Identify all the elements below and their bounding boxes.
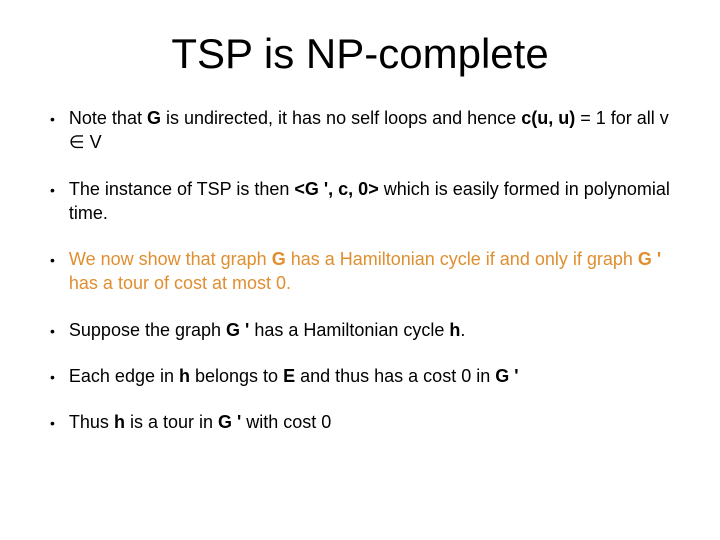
bullet-text: Suppose the graph G ' has a Hamiltonian … xyxy=(69,318,670,342)
bullet-text: Each edge in h belongs to E and thus has… xyxy=(69,364,670,388)
bullet-item: • Thus h is a tour in G ' with cost 0 xyxy=(50,410,670,434)
bullet-item: • The instance of TSP is then <G ', c, 0>… xyxy=(50,177,670,226)
bullet-list: • Note that G is undirected, it has no se… xyxy=(50,106,670,435)
bullet-text: Thus h is a tour in G ' with cost 0 xyxy=(69,410,670,434)
bullet-item: • Each edge in h belongs to E and thus ha… xyxy=(50,364,670,388)
bullet-dot-icon: • xyxy=(50,322,55,341)
bullet-dot-icon: • xyxy=(50,110,55,129)
bullet-dot-icon: • xyxy=(50,181,55,200)
bullet-text: The instance of TSP is then <G ', c, 0> … xyxy=(69,177,670,226)
bullet-text: We now show that graph G has a Hamiltoni… xyxy=(69,247,670,296)
bullet-dot-icon: • xyxy=(50,414,55,433)
bullet-item: • Note that G is undirected, it has no se… xyxy=(50,106,670,155)
slide-title: TSP is NP-complete xyxy=(50,30,670,78)
bullet-item: • Suppose the graph G ' has a Hamiltonian… xyxy=(50,318,670,342)
bullet-dot-icon: • xyxy=(50,251,55,270)
bullet-text: Note that G is undirected, it has no sel… xyxy=(69,106,670,155)
bullet-dot-icon: • xyxy=(50,368,55,387)
bullet-item: • We now show that graph G has a Hamilton… xyxy=(50,247,670,296)
